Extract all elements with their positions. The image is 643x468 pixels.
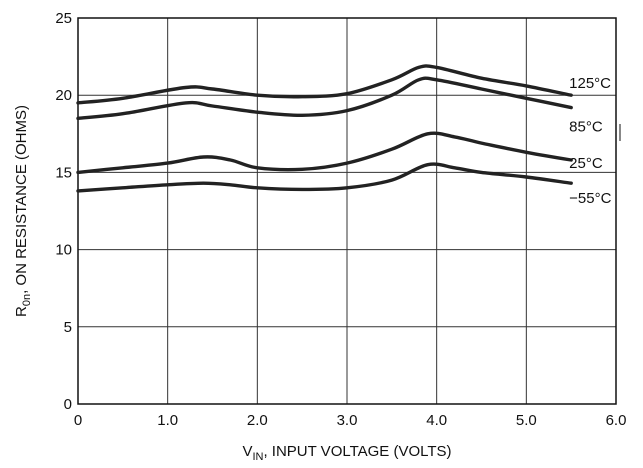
series-label: 25°C — [569, 155, 603, 172]
y-axis-label-sub: 0n — [21, 294, 33, 306]
y-axis-label: R0n, ON RESISTANCE (OHMS) — [13, 105, 33, 317]
y-tick-label: 0 — [64, 396, 72, 413]
series-line — [76, 64, 573, 105]
plot-frame — [77, 17, 617, 405]
x-tick-label: 2.0 — [247, 412, 268, 429]
y-axis-label-main: R — [13, 306, 30, 317]
y-axis-label-rest: , ON RESISTANCE (OHMS) — [13, 105, 30, 294]
x-axis-label-sub: IN — [252, 451, 263, 463]
x-tick-label: 5.0 — [516, 412, 537, 429]
series-line — [76, 76, 573, 121]
y-tick-labels: 0 5 10 15 20 25 — [55, 10, 72, 413]
series-lines — [76, 64, 573, 193]
x-tick-label: 6.0 — [606, 412, 627, 429]
series-line — [76, 131, 573, 175]
x-tick-label: 0 — [74, 412, 82, 429]
grid — [78, 18, 616, 404]
y-tick-label: 10 — [55, 242, 72, 259]
y-tick-label: 25 — [55, 10, 72, 27]
x-axis-label-rest: , INPUT VOLTAGE (VOLTS) — [263, 443, 451, 460]
y-tick-label: 5 — [64, 319, 72, 336]
x-axis-label: VIN, INPUT VOLTAGE (VOLTS) — [242, 443, 451, 463]
x-tick-labels: 0 1.0 2.0 3.0 4.0 5.0 6.0 — [74, 412, 627, 429]
x-tick-label: 3.0 — [337, 412, 358, 429]
x-axis-label-main: V — [242, 443, 252, 460]
x-tick-label: 1.0 — [157, 412, 178, 429]
y-tick-label: 15 — [55, 164, 72, 181]
series-label: −55°C — [569, 190, 611, 207]
series-label: 125°C — [569, 75, 611, 92]
y-tick-label: 20 — [55, 87, 72, 104]
series-line — [76, 162, 573, 193]
x-tick-label: 4.0 — [426, 412, 447, 429]
series-labels: 125°C 85°C 25°C −55°C — [569, 75, 621, 207]
series-label: 85°C — [569, 119, 603, 136]
